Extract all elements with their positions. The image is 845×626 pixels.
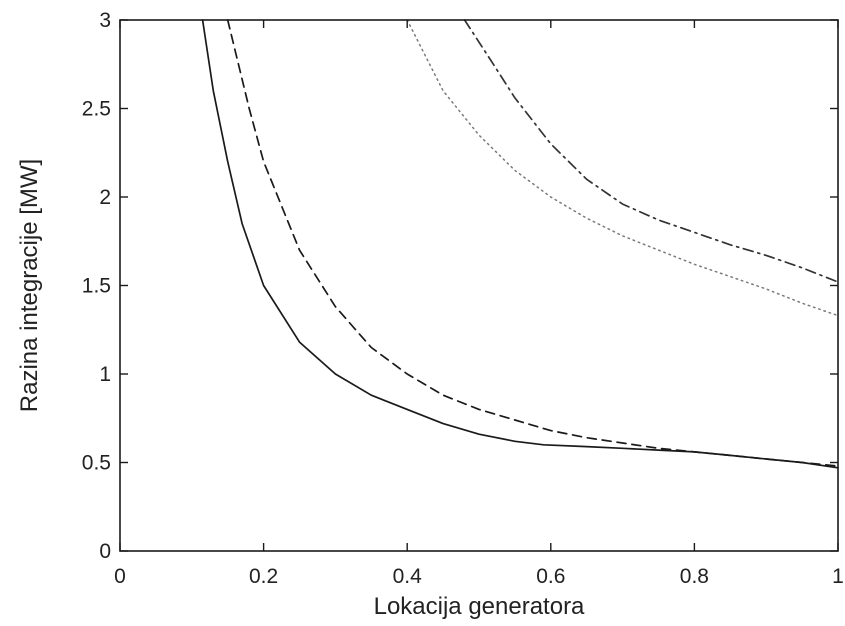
y-tick-label: 3 [99, 9, 111, 32]
x-axis: 0 0.2 0.4 0.6 0.8 1 [114, 20, 844, 588]
y-tick-label: 1 [99, 363, 111, 386]
series-line-2-dashed [226, 19, 839, 467]
x-tick-label: 0.2 [249, 565, 278, 588]
y-tick-label: 1.5 [82, 275, 111, 298]
x-axis-title: Lokacija generatora [374, 593, 585, 620]
series-group [201, 19, 839, 469]
x-tick-label: 0 [114, 565, 126, 588]
x-tick-label: 1 [832, 565, 844, 588]
y-tick-label: 2.5 [82, 98, 111, 121]
y-tick-label: 2 [99, 186, 111, 209]
series-line-3-dotted [406, 19, 839, 317]
x-tick-label: 0.8 [680, 565, 709, 588]
series-line-1-solid [201, 19, 839, 469]
series-line-4-dashdot [463, 19, 839, 283]
y-tick-label: 0.5 [82, 452, 111, 475]
x-tick-label: 0.4 [393, 565, 423, 588]
y-axis-title: Razina integracije [MW] [16, 159, 43, 412]
x-tick-label: 0.6 [536, 565, 565, 588]
y-tick-label: 0 [99, 540, 111, 563]
y-axis: 0 0.5 1 1.5 2 2.5 3 [82, 9, 838, 563]
plot-frame [119, 19, 839, 552]
